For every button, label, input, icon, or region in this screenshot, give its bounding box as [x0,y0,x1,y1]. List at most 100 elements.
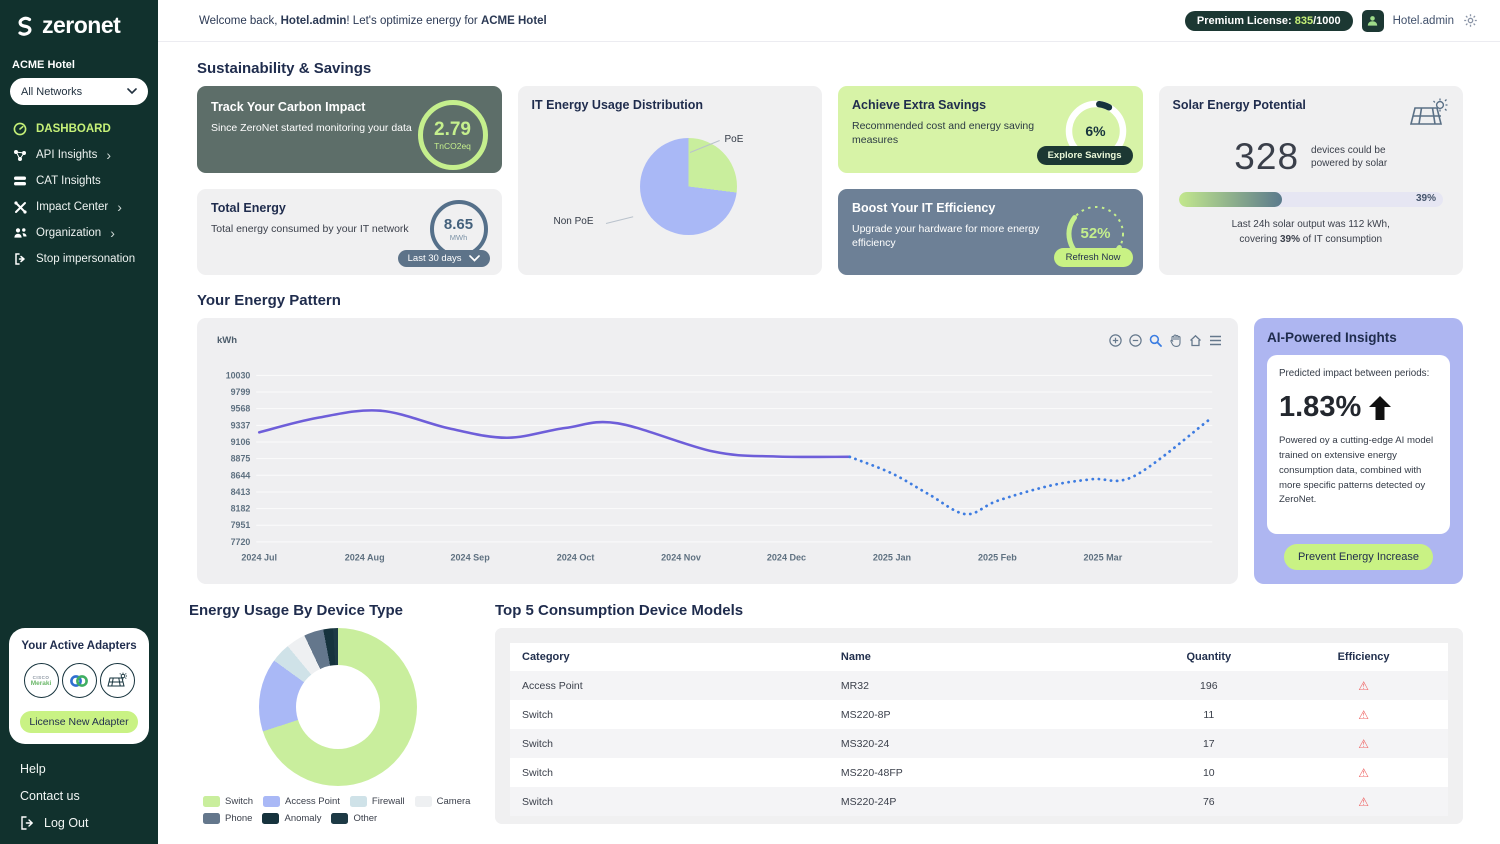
carbon-card-title: Track Your Carbon Impact [211,100,418,114]
adapter-loop-icon[interactable] [62,663,97,698]
efficiency-desc: Upgrade your hardware for more energy ef… [852,222,1059,250]
efficiency-warning-icon: ⚠ [1358,766,1369,780]
user-avatar[interactable] [1362,10,1384,32]
chart-y-axis-unit: kWh [217,335,237,346]
energy-pattern-line-chart[interactable]: 1003097999568933791068875864484138182795… [205,332,1230,580]
legend-item: Other [331,813,377,824]
svg-text:10030: 10030 [226,370,251,380]
sidebar-item-dashboard[interactable]: DASHBOARD [0,117,158,141]
sidebar-item-organization[interactable]: Organization › [0,221,158,245]
adapter-cisco-meraki-icon[interactable]: CISCOMeraki [24,663,59,698]
contact-link[interactable]: Contact us [0,789,158,803]
svg-text:9568: 9568 [231,404,251,414]
legend-item: Switch [203,796,253,807]
svg-text:9799: 9799 [231,387,251,397]
sidebar-item-cat-insights[interactable]: CAT Insights [0,169,158,193]
prevent-energy-increase-button[interactable]: Prevent Energy Increase [1284,544,1433,570]
device-type-donut-chart[interactable] [259,628,417,786]
active-adapters-card: Your Active Adapters CISCOMeraki License… [9,628,149,744]
table-row: SwitchMS320-2417⚠ [510,729,1448,758]
section-title-energy-pattern: Your Energy Pattern [197,292,1463,309]
legend-item: Anomaly [262,813,321,824]
api-insights-icon [12,148,28,162]
solar-caption: Last 24h solar output was 112 kWh, cover… [1173,217,1450,247]
donut-legend: Switch Access Point Firewall Camera Phon… [197,796,479,824]
sidebar: zeronet ACME Hotel All Networks DASHBOAR… [0,0,158,844]
total-energy-value: 8.65 [444,216,473,233]
svg-text:7951: 7951 [231,520,251,530]
svg-text:2024 Sep: 2024 Sep [451,553,491,563]
svg-text:2025 Jan: 2025 Jan [873,553,911,563]
ai-insights-body-card: Predicted impact between periods: 1.83% … [1267,355,1450,534]
svg-text:2024 Nov: 2024 Nov [661,553,701,563]
settings-gear-icon[interactable] [1463,13,1478,28]
total-energy-ring: 8.65 MWh [430,200,488,258]
pie-label-poe: PoE [725,134,744,145]
legend-swatch [203,796,220,807]
date-range-dropdown[interactable]: Last 30 days [398,250,490,267]
zoom-out-icon[interactable] [1129,334,1142,347]
chevron-down-icon [469,255,480,262]
carbon-impact-card: Track Your Carbon Impact Since ZeroNet s… [197,86,502,173]
ai-description: Powered oy a cutting-edge AI model train… [1279,434,1438,508]
network-selector[interactable]: All Networks [10,78,148,105]
refresh-now-button[interactable]: Refresh Now [1054,248,1133,267]
solar-potential-card: Solar Energy Potential 328 devices could… [1159,86,1464,275]
poe-pie-chart[interactable] [640,138,737,235]
sidebar-item-stop-impersonation[interactable]: Stop impersonation [0,247,158,271]
carbon-value: 2.79 [434,119,471,141]
svg-text:8182: 8182 [231,504,251,514]
svg-text:9106: 9106 [231,437,251,447]
license-used: 835 [1295,15,1313,27]
legend-swatch [263,796,280,807]
home-icon[interactable] [1189,334,1202,347]
svg-text:2024 Oct: 2024 Oct [557,553,595,563]
table-row: Access PointMR32196⚠ [510,671,1448,700]
logout-icon [20,816,35,830]
solar-panel-icon [1407,98,1449,137]
sidebar-item-impact-center[interactable]: Impact Center › [0,195,158,219]
dashboard-icon [12,122,28,136]
ai-insights-panel: AI-Powered Insights Predicted impact bet… [1254,318,1463,584]
sidebar-item-api-insights[interactable]: API Insights › [0,143,158,167]
chevron-down-icon [127,88,137,95]
welcome-message: Welcome back, Hotel.admin! Let's optimiz… [199,15,547,27]
adapter-solar-icon[interactable] [100,663,135,698]
zoom-select-icon[interactable] [1149,334,1162,347]
sidebar-item-label: DASHBOARD [36,123,111,135]
logout-link[interactable]: Log Out [0,816,158,830]
legend-swatch [350,796,367,807]
zoom-in-icon[interactable] [1109,334,1122,347]
help-link[interactable]: Help [0,762,158,776]
solar-device-desc: devices could bepowered by solar [1311,144,1387,171]
total-energy-desc: Total energy consumed by your IT network [211,222,430,236]
ai-predicted-value: 1.83% [1279,391,1361,424]
legend-item: Access Point [263,796,340,807]
date-range-value: Last 30 days [408,253,462,264]
explore-savings-button[interactable]: Explore Savings [1037,146,1133,165]
solar-progress-bar: 39% [1179,192,1444,207]
top5-section: Top 5 Consumption Device Models Category… [495,588,1463,824]
sidebar-item-label: Organization [36,227,101,239]
efficiency-title: Boost Your IT Efficiency [852,201,1059,215]
top5-table-panel: Category Name Quantity Efficiency Access… [495,628,1463,824]
column-header-quantity: Quantity [1138,643,1279,671]
chart-mode-bar [1109,334,1222,347]
efficiency-warning-icon: ⚠ [1358,795,1369,809]
legend-item: Phone [203,813,252,824]
pan-hand-icon[interactable] [1169,334,1182,347]
total-energy-card: Total Energy Total energy consumed by yo… [197,189,502,276]
premium-license-badge: Premium License: 835/1000 [1185,11,1353,31]
legend-swatch [331,813,348,824]
cat-insights-icon [12,174,28,188]
menu-icon[interactable] [1209,335,1222,346]
carbon-unit: TnCO2eq [434,141,471,151]
license-new-adapter-button[interactable]: License New Adapter [20,711,137,733]
stop-impersonation-icon [12,252,28,266]
account-name[interactable]: Hotel.admin [1393,15,1454,27]
svg-text:2024 Aug: 2024 Aug [345,553,385,563]
column-header-name: Name [829,643,1139,671]
welcome-user: Hotel.admin [281,15,347,27]
sidebar-footer: Help Contact us Log Out [0,752,158,844]
it-efficiency-card: Boost Your IT Efficiency Upgrade your ha… [838,189,1143,276]
